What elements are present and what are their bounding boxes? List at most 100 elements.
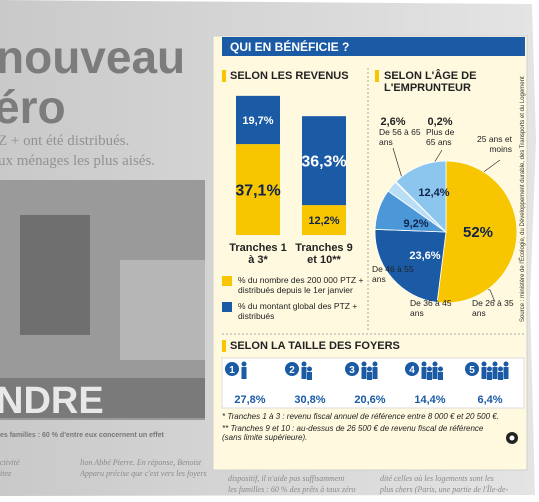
share-label: 30,8% — [294, 394, 325, 406]
column-text: dispositif, il n'aide pas suffisamment — [228, 474, 345, 483]
person-icon — [432, 361, 438, 367]
legend-swatch — [222, 302, 232, 312]
person-icon — [301, 361, 307, 367]
pie-slice — [374, 228, 447, 303]
value-label: 2,6% — [380, 116, 405, 128]
person-icon — [481, 361, 487, 367]
footnote: * Tranches 1 à 3 : revenu fiscal annuel … — [222, 412, 499, 421]
value-label: 9,2% — [403, 218, 428, 230]
size-number: 4 — [409, 365, 415, 376]
person-icon — [503, 367, 509, 379]
person-icon — [361, 367, 367, 379]
number-badge — [225, 362, 239, 376]
source: Source : ministère de l'Écologie, du Dév… — [520, 76, 526, 322]
legend-swatch — [222, 276, 232, 286]
x-tick-label: Tranches 1 à 3* — [229, 242, 287, 266]
person-icon — [307, 366, 312, 372]
column-text: les familles : 60 % des prêts à taux zér… — [228, 485, 356, 494]
value-label: 52% — [463, 224, 493, 241]
person-icon — [307, 372, 312, 380]
bar — [236, 144, 280, 235]
column-text: itez — [0, 469, 12, 478]
legend-label: % du nombre des 200 000 PTZ + distribués… — [238, 275, 364, 295]
person-icon — [438, 372, 443, 380]
x-tick-label: Tranches 9 et 10** — [295, 242, 353, 266]
person-icon — [367, 372, 372, 380]
panel-header — [222, 37, 525, 56]
person-icon — [498, 372, 503, 380]
column-text: Apparu précise que c'est vers les foyers — [80, 469, 207, 478]
person-icon — [492, 367, 498, 379]
section-marker — [375, 70, 379, 82]
bar — [302, 205, 346, 235]
number-badge — [465, 362, 479, 376]
pie-slice — [436, 160, 518, 304]
person-icon — [481, 367, 487, 379]
chart-title: SELON LES REVENUS — [230, 70, 349, 82]
category-label: De 36 à 45 ans — [410, 298, 452, 318]
value-label: 36,3% — [301, 154, 346, 171]
size-number: 1 — [229, 365, 235, 376]
headline: nouveau — [0, 31, 186, 83]
caption: es familles : 60 % d'entre eux concernen… — [0, 432, 164, 439]
share-label: 6,4% — [477, 394, 502, 406]
column-text: dité celles où les logements sont les — [380, 474, 494, 483]
person-icon — [427, 366, 432, 372]
photo-wall — [120, 260, 205, 360]
category-label: De 56 à 65 ans — [379, 127, 421, 147]
person-icon — [372, 361, 378, 367]
chart-title: SELON L'ÂGE DE L'EMPRUNTEUR — [384, 70, 477, 94]
photo-window — [20, 215, 90, 335]
legend-label: % du montant global des PTZ + distribués — [238, 301, 358, 321]
share-label: 27,8% — [234, 394, 265, 406]
size-number: 2 — [289, 365, 295, 376]
person-icon — [241, 367, 247, 379]
section-marker — [222, 70, 226, 82]
section-title: SELON LA TAILLE DES FOYERS — [230, 340, 400, 352]
section-marker — [222, 340, 226, 352]
share-label: 14,4% — [414, 394, 445, 406]
deck: ux ménages les plus aisés. — [0, 153, 156, 169]
photo-sign: NDRE — [0, 380, 104, 422]
person-icon — [487, 372, 492, 380]
category-label: Plus de 65 ans — [426, 127, 455, 147]
person-icon — [498, 366, 503, 372]
footnote: ** Tranches 9 et 10 : au-dessus de 26 50… — [222, 424, 484, 442]
value-label: 23,6% — [409, 250, 440, 262]
value-label: 12,4% — [418, 187, 449, 199]
person-icon — [361, 361, 367, 367]
value-label: 0,2% — [427, 116, 452, 128]
value-label: 12,2% — [308, 215, 339, 227]
deck: Z + ont été distribués. — [0, 133, 130, 149]
size-number: 5 — [469, 365, 475, 376]
person-icon — [427, 372, 432, 380]
category-label: 25 ans et moins — [477, 134, 512, 154]
value-label: 37,1% — [235, 183, 280, 200]
person-icon — [438, 366, 443, 372]
column-text: plus chers (Paris, une partie de l'Île-d… — [380, 485, 509, 494]
person-icon — [492, 361, 498, 367]
share-label: 20,6% — [354, 394, 385, 406]
size-number: 3 — [349, 365, 355, 376]
person-icon — [503, 361, 509, 367]
person-icon — [367, 366, 372, 372]
column-text: lion Abbé Pierre. En réponse, Benoist — [80, 458, 202, 467]
headline: éro — [0, 81, 66, 133]
person-icon — [241, 361, 247, 367]
person-icon — [487, 366, 492, 372]
person-icon — [301, 367, 307, 379]
logo — [509, 435, 515, 441]
panel-title: QUI EN BÉNÉFICIE ? — [230, 40, 350, 54]
category-label: De 46 à 55 ans — [372, 264, 414, 284]
bar — [236, 95, 280, 145]
person-icon — [432, 367, 438, 379]
person-icon — [372, 367, 378, 379]
bar — [302, 116, 346, 206]
number-badge — [405, 362, 419, 376]
column-text: ctivité — [0, 458, 20, 467]
person-icon — [421, 361, 427, 367]
category-label: De 26 à 35 ans — [472, 298, 514, 318]
value-label: 19,7% — [242, 115, 273, 127]
